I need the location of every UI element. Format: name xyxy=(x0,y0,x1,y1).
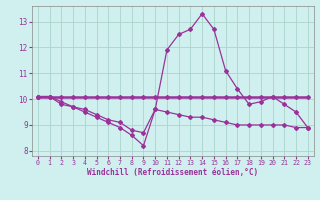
X-axis label: Windchill (Refroidissement éolien,°C): Windchill (Refroidissement éolien,°C) xyxy=(87,168,258,177)
